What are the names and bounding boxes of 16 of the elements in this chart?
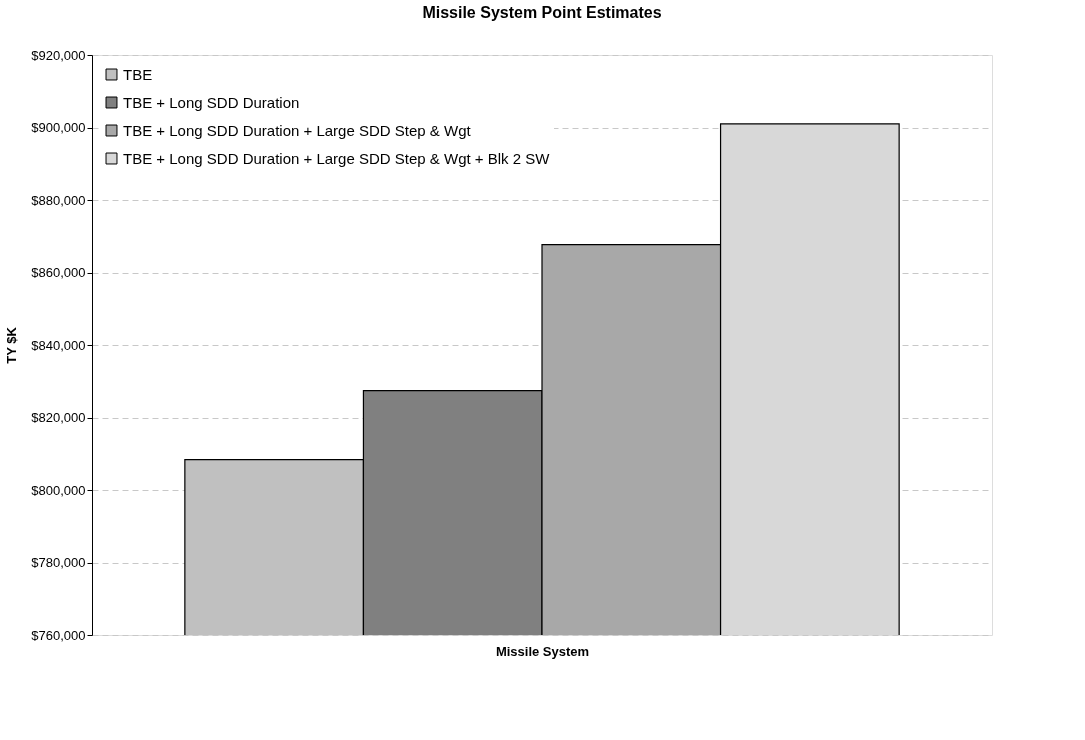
y-tick-label: $840,000 <box>31 337 86 353</box>
y-tick-label: $820,000 <box>31 410 86 425</box>
y-tick-label: $860,000 <box>31 265 86 280</box>
x-axis-title: Missile System <box>495 643 590 659</box>
legend-label: TBE + Long SDD Duration + Large SDD Step & Wgt <box>123 121 472 139</box>
y-tick-label: $880,000 <box>31 192 86 208</box>
y-tick-label: $760,000 <box>31 627 86 643</box>
legend-label: TBE + Long SDD Duration + Large SDD Step & Wgt + Blk 2 SW <box>123 149 551 167</box>
y-tick-label: $780,000 <box>31 555 86 570</box>
y-tick-label: $920,000 <box>31 47 86 63</box>
legend-label: TBE <box>123 65 153 83</box>
legend-label: TBE + Long SDD Duration <box>123 93 300 111</box>
y-axis-title: TY $K <box>4 326 20 364</box>
y-tick-label: $900,000 <box>31 120 86 135</box>
y-tick-label: $800,000 <box>31 482 86 498</box>
chart-title: Missile System Point Estimates <box>422 4 662 21</box>
